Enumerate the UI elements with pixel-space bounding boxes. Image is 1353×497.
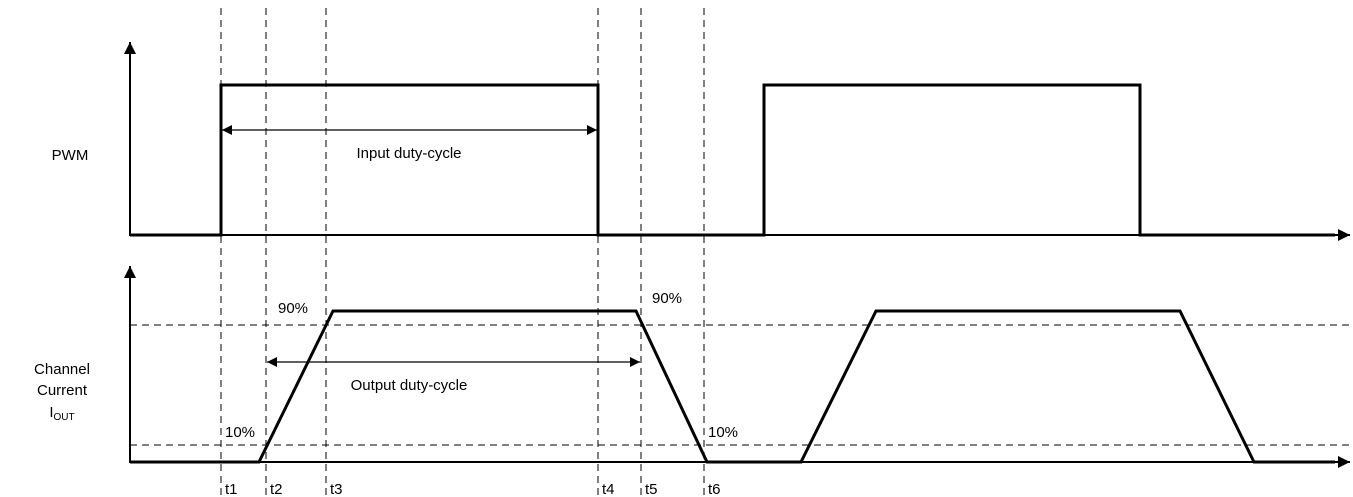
time-marker: t3 xyxy=(330,481,343,497)
level-label: 10% xyxy=(225,424,255,441)
input-duty-label: Input duty-cycle xyxy=(356,145,461,162)
current-symbol: IOUT xyxy=(49,404,74,423)
current-label: Current xyxy=(37,382,88,399)
time-marker: t5 xyxy=(645,481,658,497)
time-marker: t6 xyxy=(708,481,721,497)
pwm-label: PWM xyxy=(52,147,89,164)
current-label: Channel xyxy=(34,361,90,378)
symbol: I xyxy=(49,404,53,421)
level-label: 10% xyxy=(708,424,738,441)
output-duty-label: Output duty-cycle xyxy=(351,377,468,394)
time-guides xyxy=(220,8,705,497)
time-marker: t2 xyxy=(270,481,283,497)
level-label: 90% xyxy=(278,300,308,317)
time-marker: t1 xyxy=(225,481,238,497)
level-label: 90% xyxy=(652,290,682,307)
pwm-waveform xyxy=(130,83,1335,237)
current-waveform xyxy=(130,309,1335,464)
time-marker: t4 xyxy=(602,481,615,497)
subscript: OUT xyxy=(54,412,75,423)
